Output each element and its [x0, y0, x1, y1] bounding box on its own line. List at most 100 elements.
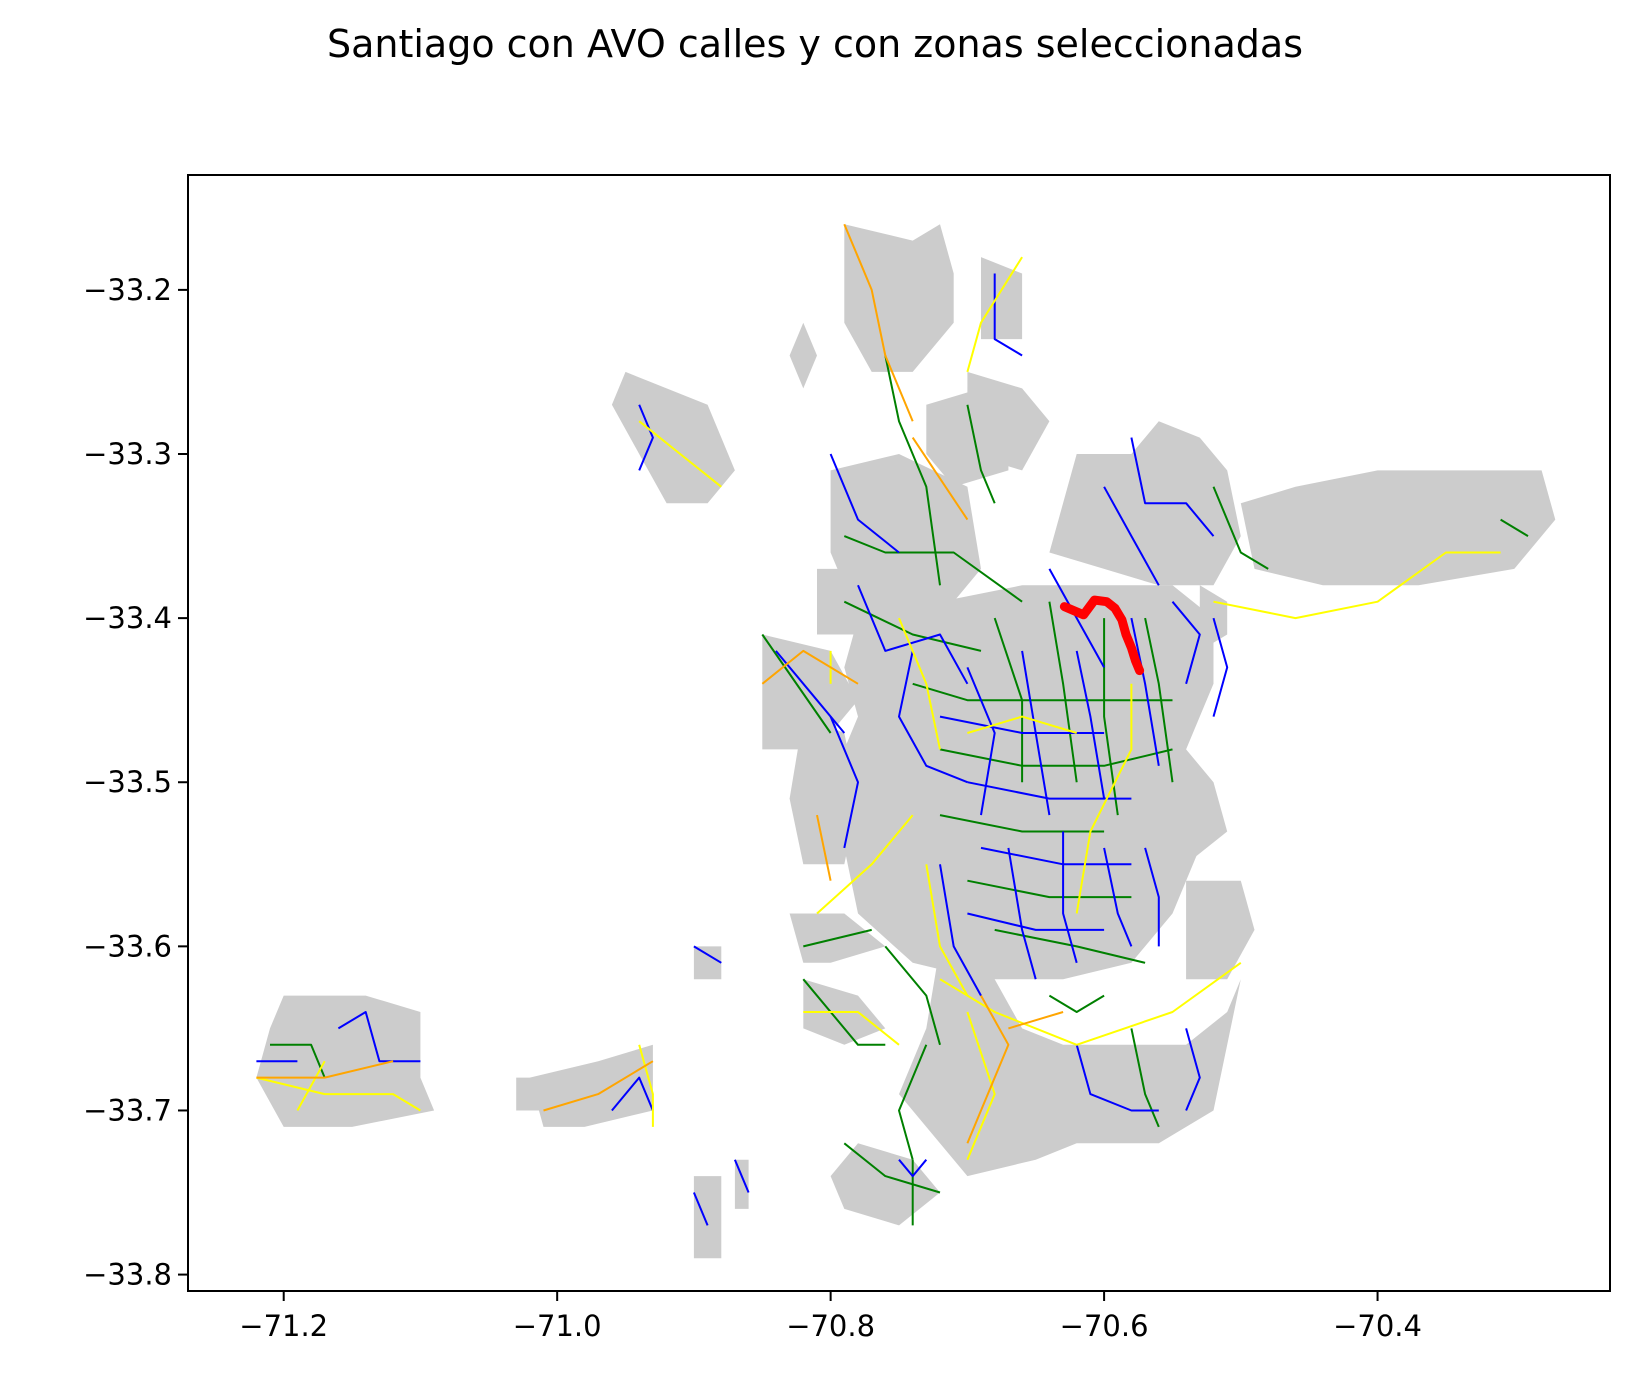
streets-blue-15 — [1062, 831, 1078, 964]
streets-green-5 — [1048, 601, 1078, 783]
streets-blue-23 — [1185, 1028, 1201, 1111]
streets-orange-6 — [256, 1060, 394, 1079]
x-axis: −71.2 −71.0 −70.8 −70.6 −70.4 — [239, 1291, 1422, 1343]
streets-green-16 — [843, 1142, 941, 1194]
streets-blue-22 — [1075, 1044, 1159, 1112]
zone-21 — [529, 1044, 653, 1127]
zone-17 — [1172, 782, 1228, 865]
streets-green-13 — [761, 633, 832, 734]
zone-5 — [611, 371, 735, 504]
streets-yellow-5 — [296, 1060, 326, 1111]
streets-blue-10 — [967, 781, 1132, 800]
zone-19 — [830, 1143, 940, 1226]
streets-blue-28 — [693, 945, 722, 964]
streets-yellow-0 — [638, 420, 722, 488]
zone-0 — [844, 224, 954, 372]
streets-blue-16 — [1103, 847, 1133, 947]
streets-yellow-1 — [966, 256, 1023, 373]
streets-yellow-7 — [803, 1011, 900, 1046]
zone-24 — [734, 1159, 749, 1209]
x-tick-label: −70.8 — [786, 1309, 875, 1343]
streets-blue-18 — [829, 716, 859, 849]
chart-title: Santiago con AVO calles y con zonas sele… — [326, 22, 1303, 66]
streets-blue-13 — [939, 864, 982, 997]
streets-green-24 — [884, 945, 941, 1046]
streets-blue-5 — [966, 667, 996, 816]
streets-green-11 — [967, 879, 1132, 899]
streets-blue-14 — [1007, 847, 1037, 980]
y-tick-label: −33.6 — [83, 929, 172, 963]
zone-22 — [516, 1077, 544, 1111]
streets-green-18 — [898, 1044, 928, 1160]
streets-blue-17 — [1144, 847, 1160, 947]
streets-green-22 — [1130, 1028, 1160, 1128]
y-tick-label: −33.3 — [83, 437, 172, 471]
streets-blue-9 — [939, 715, 1105, 734]
streets-blue-33 — [1212, 617, 1229, 717]
x-tick-label: −71.2 — [239, 1309, 328, 1343]
streets-green-6 — [1103, 618, 1119, 816]
zone-23 — [693, 1176, 722, 1259]
streets-yellow-12 — [967, 715, 1077, 734]
selected-route — [1059, 595, 1145, 676]
zone-12 — [830, 585, 1214, 980]
streets-blue-31 — [775, 650, 846, 734]
zone-4 — [789, 322, 817, 389]
streets-yellow-3 — [939, 961, 1242, 1046]
x-tick-label: −70.4 — [1333, 1309, 1422, 1343]
streets-green-2 — [843, 535, 1023, 603]
streets-blue-1 — [993, 273, 1023, 357]
y-tick-label: −33.7 — [83, 1093, 172, 1127]
streets-blue-3 — [857, 584, 969, 685]
streets-yellow-10 — [925, 864, 969, 997]
streets-yellow-4 — [256, 1076, 421, 1112]
streets-orange-1 — [911, 437, 969, 521]
streets-green-9 — [939, 748, 1173, 767]
streets-green-3 — [843, 600, 982, 652]
streets-green-19 — [1212, 486, 1269, 570]
streets-blue-21 — [1171, 601, 1201, 685]
streets-orange-0 — [843, 223, 914, 422]
streets-orange-7 — [543, 1060, 654, 1112]
streets-yellow-11 — [1075, 683, 1133, 914]
zones-layer — [256, 224, 1556, 1259]
x-tick-label: −70.6 — [1060, 1309, 1149, 1343]
streets-orange-4 — [966, 995, 1010, 1144]
streets-blue-20 — [1130, 437, 1215, 537]
route-layer — [1059, 595, 1145, 676]
streets-blue-30 — [733, 1159, 750, 1193]
streets-green-21 — [270, 1043, 326, 1078]
zone-2 — [967, 371, 1050, 471]
zone-18 — [899, 946, 1241, 1177]
axes-frame — [187, 174, 1611, 1292]
y-tick-label: −33.5 — [83, 765, 172, 799]
zone-16 — [1186, 880, 1255, 980]
streets-green-14 — [803, 928, 872, 948]
streets-orange-2 — [761, 649, 859, 685]
streets-green-8 — [912, 682, 1173, 702]
streets-orange-3 — [816, 814, 832, 881]
streets-blue-24 — [337, 1011, 421, 1063]
zone-3 — [981, 257, 1023, 340]
zone-13 — [789, 716, 858, 865]
streets-blue-27 — [692, 1192, 709, 1226]
streets-blue-8 — [1130, 617, 1160, 766]
streets-blue-12 — [967, 912, 1105, 931]
streets-yellow-8 — [966, 1011, 996, 1161]
streets-blue-32 — [1048, 568, 1105, 668]
streets-blue-2 — [829, 453, 900, 554]
streets-green-0 — [884, 355, 941, 586]
streets-orange-5 — [1008, 1011, 1064, 1030]
streets-green-23 — [1048, 994, 1105, 1013]
streets-blue-4 — [898, 650, 968, 784]
streets-blue-0 — [638, 404, 654, 471]
streets-yellow-13 — [898, 617, 941, 750]
streets-blue-7 — [1075, 650, 1106, 799]
streets-green-7 — [1144, 617, 1174, 783]
streets-green-20 — [1500, 518, 1529, 537]
y-tick-label: −33.8 — [83, 1258, 172, 1292]
zone-25 — [693, 946, 722, 980]
y-tick-label: −33.4 — [83, 601, 172, 635]
streets-layer — [256, 223, 1529, 1226]
